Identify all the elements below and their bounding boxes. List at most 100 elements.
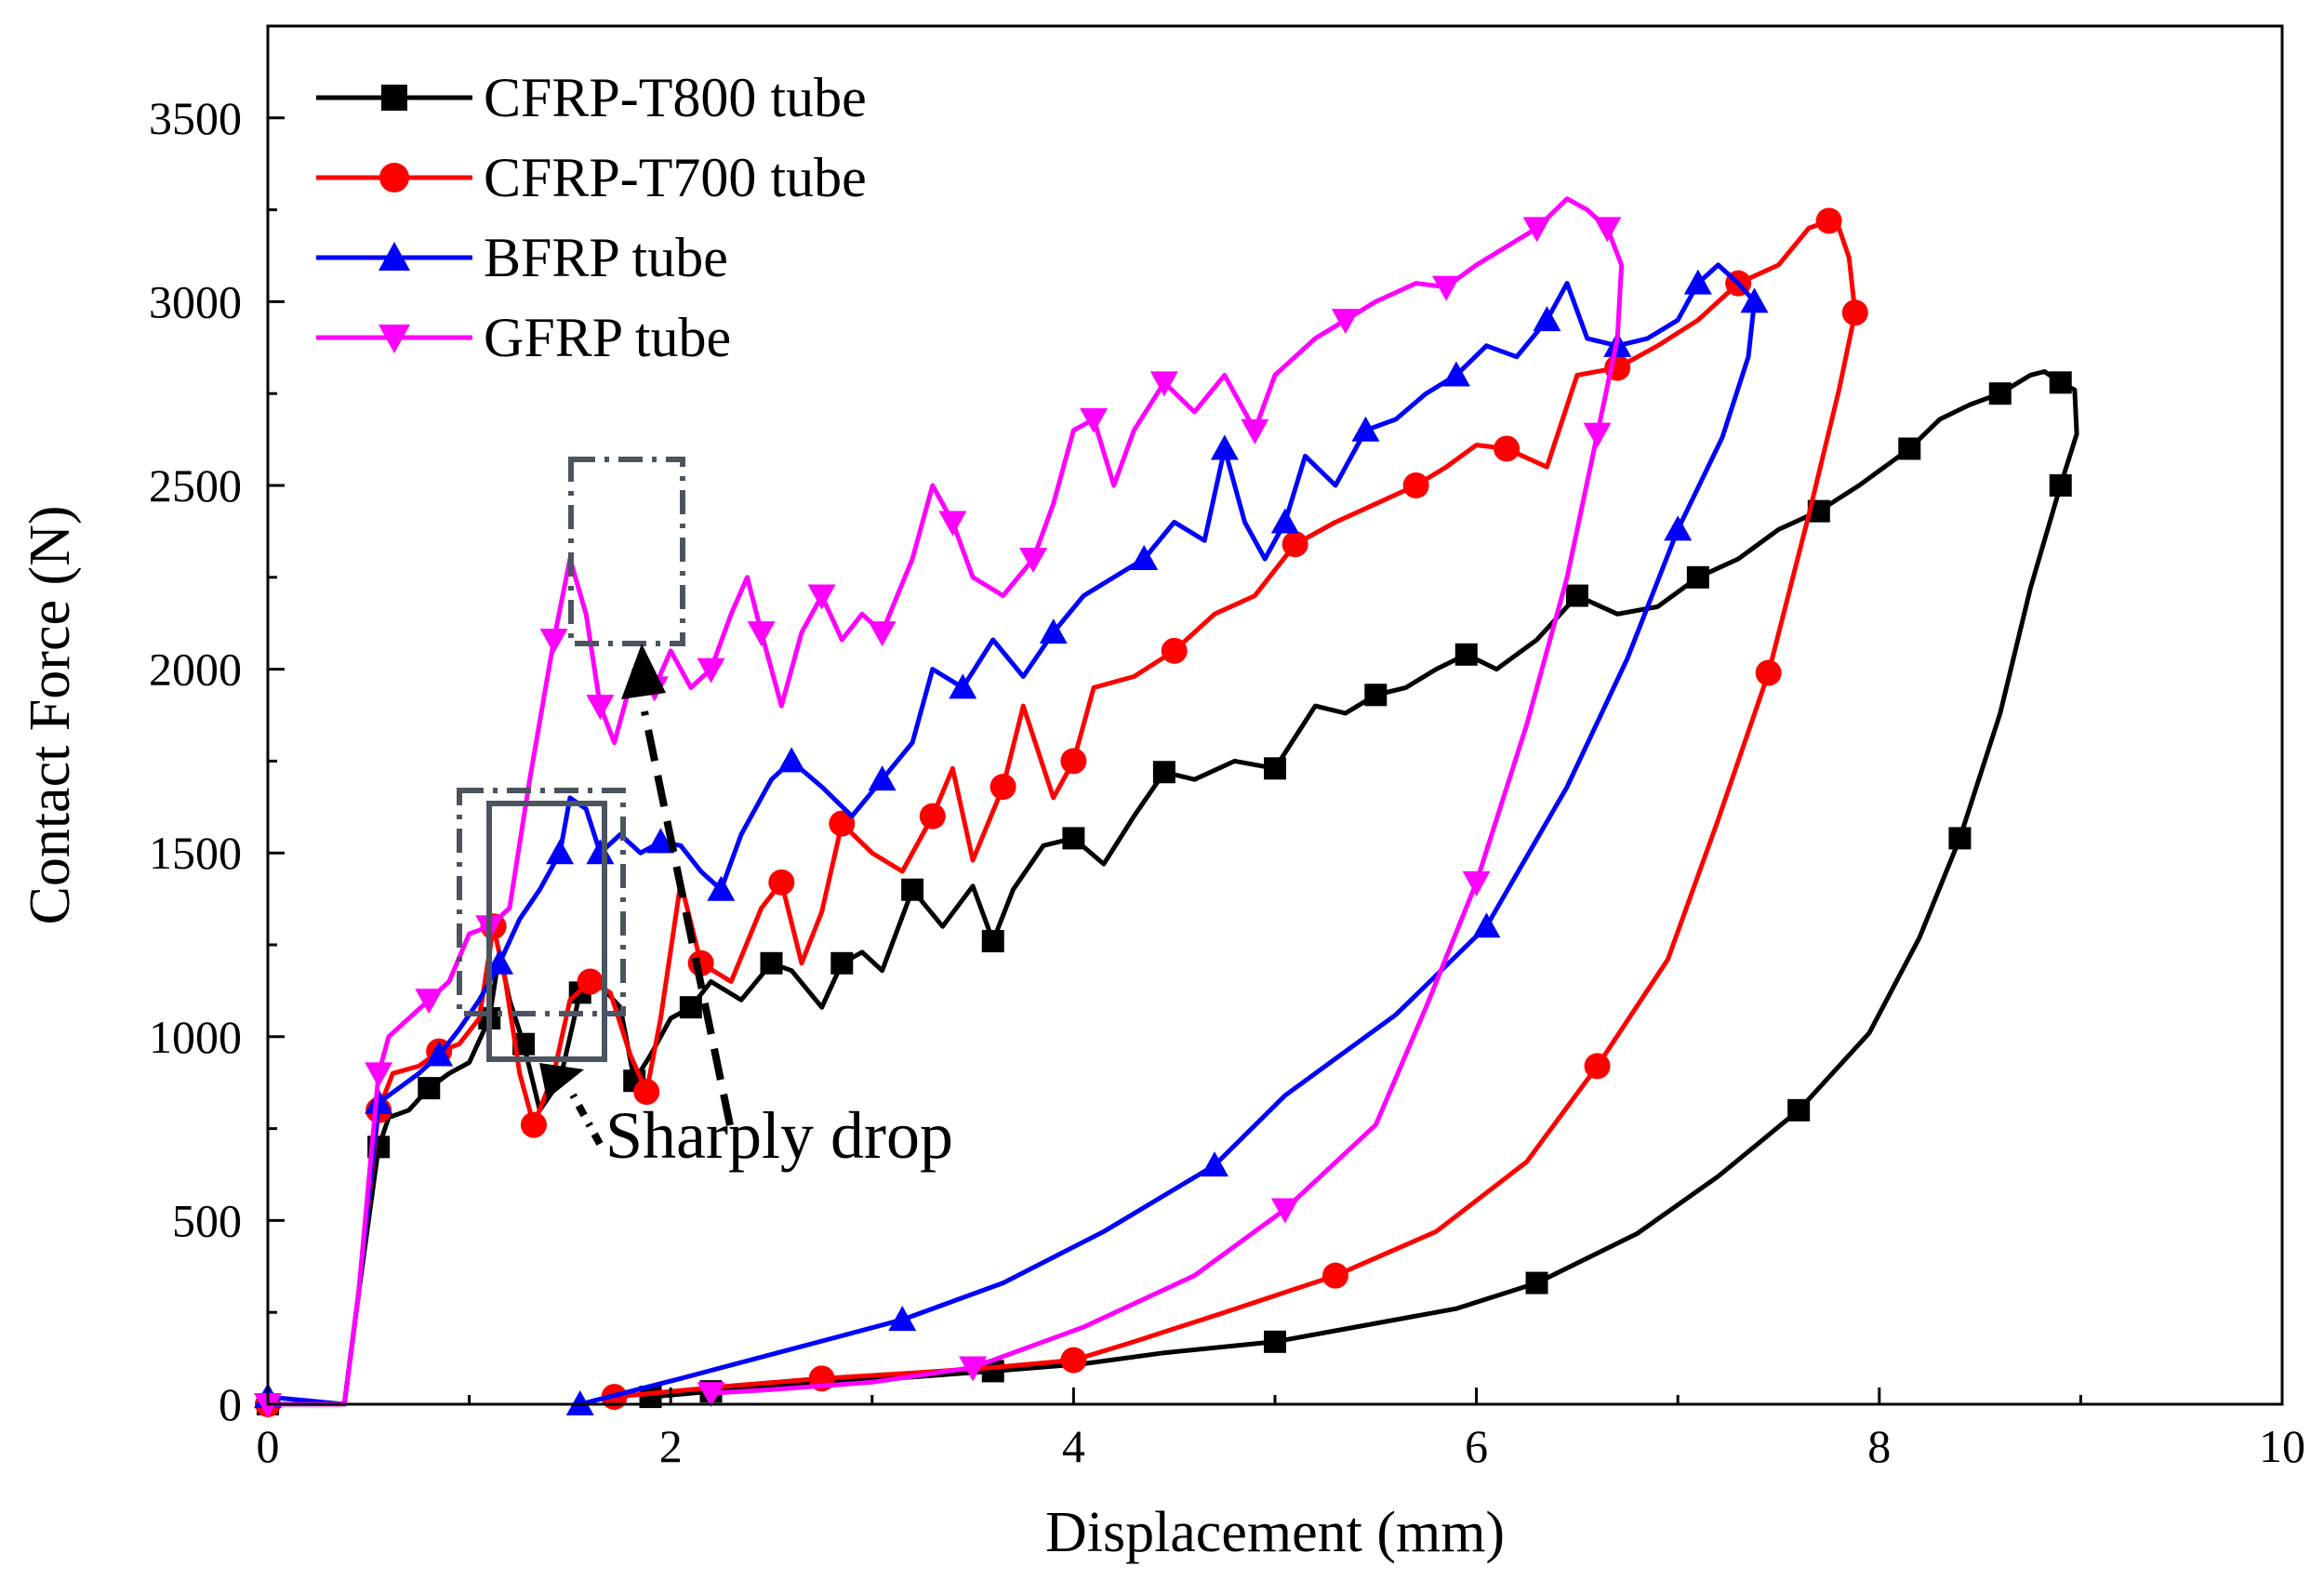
data-point-gfrp-tube <box>1462 870 1491 896</box>
data-point-cfrp-t800-tube <box>1787 1098 1811 1122</box>
data-point-cfrp-t700-tube <box>1584 1053 1611 1080</box>
data-point-cfrp-t700-tube <box>1161 637 1188 664</box>
annotation-arrow-left-head <box>539 1063 584 1099</box>
annotation-arrow-left-line <box>565 1086 604 1146</box>
legend-label-bfrp-tube: BFRP tube <box>484 227 728 288</box>
sharp-drop-annotation: Sharply drop <box>457 457 953 1173</box>
y-tick-label: 3500 <box>149 92 242 144</box>
data-point-gfrp-tube <box>1241 418 1269 445</box>
data-point-gfrp-tube <box>868 621 896 647</box>
data-point-cfrp-t800-tube <box>1898 437 1921 460</box>
data-point-cfrp-t700-tube <box>1060 1347 1087 1374</box>
data-point-gfrp-tube <box>415 989 444 1015</box>
legend: CFRP-T800 tube CFRP-T700 tube BFRP tube GFR… <box>316 67 867 368</box>
x-tick-label: 6 <box>1465 1420 1488 1472</box>
data-point-cfrp-t800-tube <box>981 930 1004 953</box>
x-tick-label: 4 <box>1062 1420 1085 1472</box>
series-line-gfrp-tube <box>268 196 1625 1407</box>
data-point-bfrp-tube <box>1351 416 1380 442</box>
data-point-cfrp-t700-tube <box>1815 207 1842 234</box>
data-point-bfrp-tube <box>1201 1151 1229 1177</box>
data-point-cfrp-t700-tube <box>1282 531 1308 558</box>
data-point-bfrp-tube <box>1130 545 1159 571</box>
y-tick-label: 0 <box>219 1378 242 1430</box>
data-point-cfrp-t800-tube <box>2049 474 2072 497</box>
data-point-bfrp-tube <box>646 828 675 854</box>
data-point-gfrp-tube <box>1593 217 1622 243</box>
data-point-bfrp-tube <box>1533 306 1561 332</box>
data-point-bfrp-tube <box>1664 515 1693 541</box>
data-point-bfrp-tube <box>425 1041 454 1067</box>
legend-label-gfrp-tube: GFRP tube <box>484 307 731 368</box>
data-point-cfrp-t700-tube <box>989 774 1016 801</box>
x-tick-label: 2 <box>659 1420 683 1472</box>
x-tick-label: 8 <box>1867 1420 1891 1472</box>
x-axis-title: Displacement (mm) <box>1045 1501 1505 1564</box>
data-point-cfrp-t800-tube <box>1062 827 1085 850</box>
data-point-bfrp-tube <box>868 765 896 791</box>
data-point-gfrp-tube <box>1019 548 1048 574</box>
series-bfrp-tube <box>254 262 1769 1415</box>
annotation-arrow-right-head <box>621 644 666 699</box>
data-point-bfrp-tube <box>1472 912 1501 938</box>
data-point-cfrp-t700-tube <box>919 803 946 830</box>
data-point-bfrp-tube <box>1210 434 1239 460</box>
data-point-gfrp-tube <box>365 1062 393 1088</box>
data-point-cfrp-t700-tube <box>1755 659 1782 686</box>
y-tick-label: 1500 <box>149 827 242 879</box>
data-point-cfrp-t800-tube <box>1152 761 1175 784</box>
data-point-cfrp-t800-tube <box>679 996 702 1019</box>
legend-marker-gfrp-tube <box>378 325 410 353</box>
data-point-gfrp-tube <box>1522 217 1551 243</box>
data-point-cfrp-t800-tube <box>1525 1271 1548 1295</box>
data-point-bfrp-tube <box>365 1088 393 1114</box>
data-point-cfrp-t800-tube <box>901 878 924 901</box>
data-point-cfrp-t800-tube <box>1454 643 1478 666</box>
x-tick-label: 10 <box>2259 1420 2305 1472</box>
data-point-cfrp-t700-tube <box>577 968 604 995</box>
series-line-cfrp-t800-tube <box>268 369 2079 1407</box>
axis-ticks: 0 2 4 6 8 10 0 500 1000 1500 2000 2500 3000 3500 <box>149 24 2305 1472</box>
data-point-gfrp-tube <box>1583 422 1612 448</box>
series-layer <box>254 196 2079 1418</box>
y-tick-label: 500 <box>172 1194 242 1246</box>
y-tick-label: 2500 <box>149 459 242 511</box>
annotation-box-bfrp <box>457 788 626 1016</box>
data-point-cfrp-t800-tube <box>1364 684 1388 707</box>
annotation-arrow-right-line <box>641 710 734 1126</box>
series-cfrp-t700-tube <box>255 207 1868 1417</box>
data-point-gfrp-tube <box>1080 407 1109 433</box>
data-point-cfrp-t800-tube <box>830 951 854 975</box>
y-tick-label: 1000 <box>149 1011 242 1063</box>
data-point-cfrp-t700-tube <box>1321 1262 1348 1289</box>
data-point-cfrp-t800-tube <box>1565 584 1588 607</box>
data-point-cfrp-t700-tube <box>520 1111 547 1138</box>
data-point-bfrp-tube <box>546 839 575 865</box>
data-point-bfrp-tube <box>485 949 514 975</box>
legend-label-cfrp-t800-tube: CFRP-T800 tube <box>484 67 867 128</box>
data-point-gfrp-tube <box>539 628 568 654</box>
legend-marker-cfrp-t700-tube <box>379 163 409 193</box>
legend-marker-bfrp-tube <box>378 242 410 271</box>
data-point-cfrp-t800-tube <box>760 951 783 975</box>
data-point-gfrp-tube <box>747 621 776 647</box>
data-point-bfrp-tube <box>1441 361 1470 387</box>
y-tick-label: 2000 <box>149 644 242 696</box>
data-point-cfrp-t700-tube <box>768 869 795 896</box>
data-point-gfrp-tube <box>697 657 725 684</box>
data-point-cfrp-t800-tube <box>2049 371 2072 394</box>
data-point-gfrp-tube <box>959 1356 988 1382</box>
data-point-gfrp-tube <box>697 1382 725 1408</box>
data-point-bfrp-tube <box>1270 508 1299 534</box>
data-point-bfrp-tube <box>888 1306 917 1332</box>
series-line-cfrp-t700-tube <box>268 219 1858 1407</box>
data-point-cfrp-t800-tube <box>1264 1330 1286 1353</box>
data-point-cfrp-t800-tube <box>1988 382 2012 405</box>
data-point-bfrp-tube <box>707 875 736 901</box>
data-point-cfrp-t800-tube <box>1948 827 1972 850</box>
legend-label-cfrp-t700-tube: CFRP-T700 tube <box>484 147 867 208</box>
data-point-bfrp-tube <box>777 747 806 773</box>
legend-marker-cfrp-t800-tube <box>381 85 407 111</box>
data-point-gfrp-tube <box>1149 371 1178 397</box>
annotation-box-gfrp <box>568 457 685 646</box>
